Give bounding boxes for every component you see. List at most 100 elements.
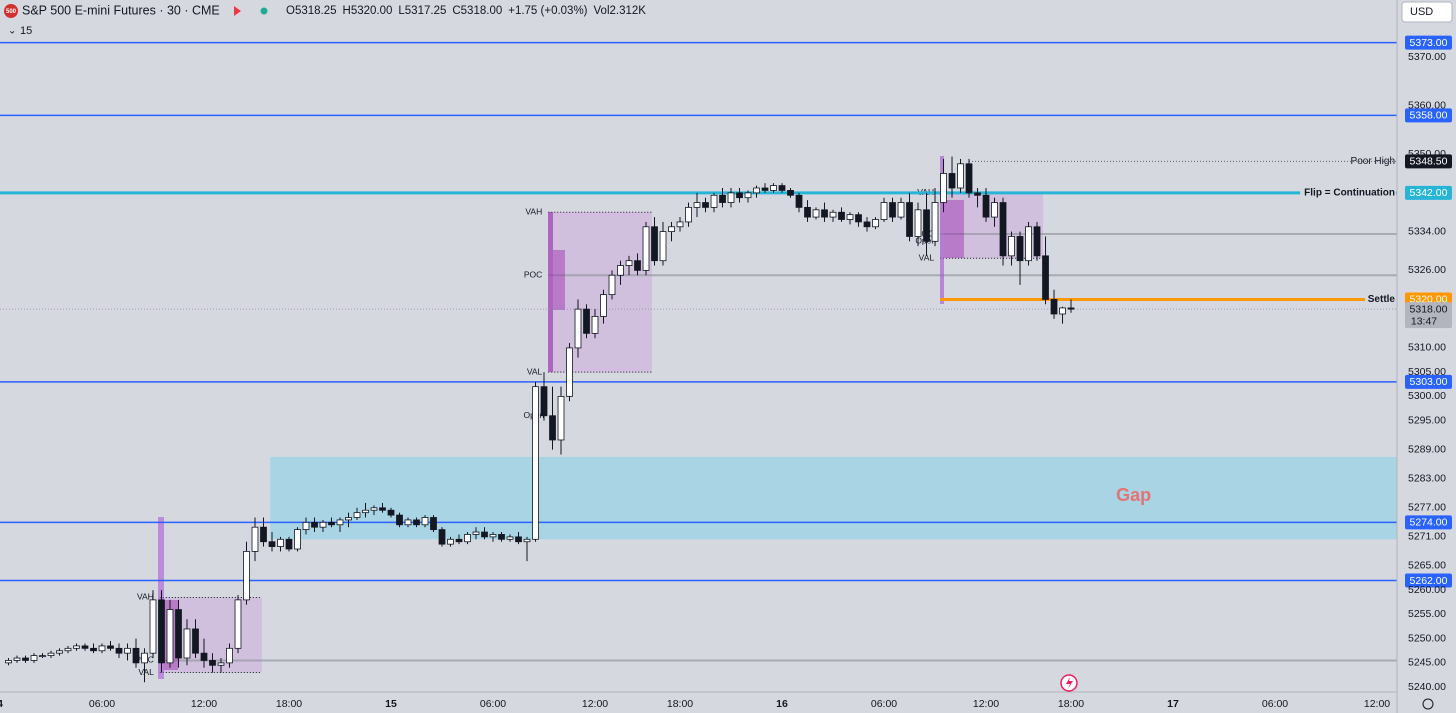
x-tick-label: 18:00 — [667, 698, 693, 710]
vah-label: VAH — [137, 592, 154, 602]
candle-body — [498, 534, 505, 540]
status-dot — [260, 7, 268, 15]
ohlc-item: H5320.00 — [343, 5, 393, 17]
chart-title: S&P 500 E-mini Futures · 30 · CME — [22, 3, 220, 17]
candle-body — [64, 647, 72, 652]
candle-body — [387, 509, 395, 516]
candle-body — [98, 645, 106, 652]
candle-body — [311, 521, 318, 528]
price-box-label: 5262.00 — [1410, 575, 1448, 587]
candle-body — [574, 308, 582, 349]
candle-body — [948, 173, 956, 189]
price-box — [1405, 35, 1452, 50]
flag-icon[interactable] — [234, 6, 241, 16]
candle-body — [81, 645, 89, 649]
candle-body — [591, 316, 599, 334]
vah-label: VAH — [525, 206, 542, 216]
profile-column — [944, 200, 964, 258]
candle-body — [549, 415, 556, 441]
candle-body — [634, 260, 641, 271]
candle-body — [455, 538, 463, 543]
x-tick-label: 06:00 — [480, 698, 506, 710]
candle-body — [90, 647, 97, 652]
settings-icon[interactable] — [1422, 698, 1434, 710]
candle-body — [838, 211, 845, 220]
current-price-box — [1405, 302, 1452, 329]
candle-body — [991, 202, 998, 218]
price-box — [1405, 515, 1452, 530]
candle-body — [149, 599, 157, 654]
candle-body — [855, 214, 862, 223]
x-tick-label: 17 — [1167, 698, 1179, 710]
poc-label: POC — [524, 269, 542, 279]
y-tick-label: 5300.00 — [1408, 390, 1446, 402]
candle-body — [47, 652, 55, 656]
price-box-label: 5303.00 — [1410, 376, 1448, 388]
candle-body — [1050, 299, 1058, 315]
chevron[interactable]: ⌄ — [8, 26, 16, 37]
x-tick-label: 06:00 — [1262, 698, 1288, 710]
profile-column — [940, 156, 944, 304]
candle-body — [183, 628, 191, 659]
candle-body — [1042, 255, 1049, 300]
price-box-label: 5348.50 — [1410, 156, 1448, 168]
candle-body — [294, 529, 301, 550]
x-tick-label: 18:00 — [276, 698, 302, 710]
candle-body — [379, 507, 386, 511]
symbol-badge[interactable] — [4, 4, 18, 18]
candle-body — [107, 645, 114, 649]
candle-body — [192, 628, 199, 654]
candle-body — [821, 209, 828, 218]
candle-body — [124, 647, 131, 654]
price-box — [1405, 108, 1452, 123]
price-box — [1405, 154, 1452, 169]
candle-body — [1067, 307, 1075, 310]
candle-body — [617, 265, 624, 276]
x-tick-label: 16 — [776, 698, 788, 710]
candle-body — [438, 529, 446, 545]
candle-body — [319, 521, 327, 528]
ohlc-item: O5318.25 — [286, 5, 337, 17]
candle-body — [166, 609, 174, 664]
y-tick-label: 5370.00 — [1408, 51, 1446, 63]
candle-body — [727, 192, 735, 203]
y-tick-label: 5260.00 — [1408, 584, 1446, 596]
candle-body — [659, 231, 667, 262]
candle-body — [812, 209, 820, 218]
candle-body — [285, 538, 293, 550]
candle-body — [702, 202, 709, 208]
candle-body — [260, 526, 267, 543]
candle-body — [965, 163, 973, 194]
candle-body — [515, 536, 522, 543]
candle-body — [829, 211, 837, 218]
candle-body — [472, 531, 480, 535]
candle-body — [863, 221, 871, 228]
candle-body — [1008, 236, 1015, 257]
gap-label: Gap — [1116, 485, 1151, 505]
y-tick-label: 5326.00 — [1408, 264, 1446, 276]
level-note: Flip = Continuation — [1304, 187, 1395, 198]
y-tick-label: 5289.00 — [1408, 443, 1446, 455]
price-box — [1405, 374, 1452, 389]
val-label: VAL — [919, 253, 935, 263]
currency-button[interactable] — [1401, 1, 1453, 23]
candle-body — [396, 514, 403, 526]
note-bg — [1300, 186, 1396, 199]
candle-body — [370, 507, 378, 511]
candle-body — [1059, 307, 1066, 315]
candle-body — [132, 647, 140, 664]
x-tick-label: 12:00 — [973, 698, 999, 710]
candle-body — [481, 531, 488, 538]
candle-body — [13, 657, 21, 661]
candle-body — [251, 526, 259, 552]
candle-body — [345, 517, 352, 521]
candle-body — [872, 219, 879, 228]
candle-body — [328, 521, 335, 526]
candle-body — [217, 662, 225, 666]
candle-body — [787, 190, 794, 196]
candle-body — [685, 206, 692, 223]
candle-body — [880, 202, 888, 220]
volume-profile — [158, 156, 964, 679]
y-tick-label: 5283.00 — [1408, 473, 1446, 485]
candle-body — [39, 655, 46, 657]
